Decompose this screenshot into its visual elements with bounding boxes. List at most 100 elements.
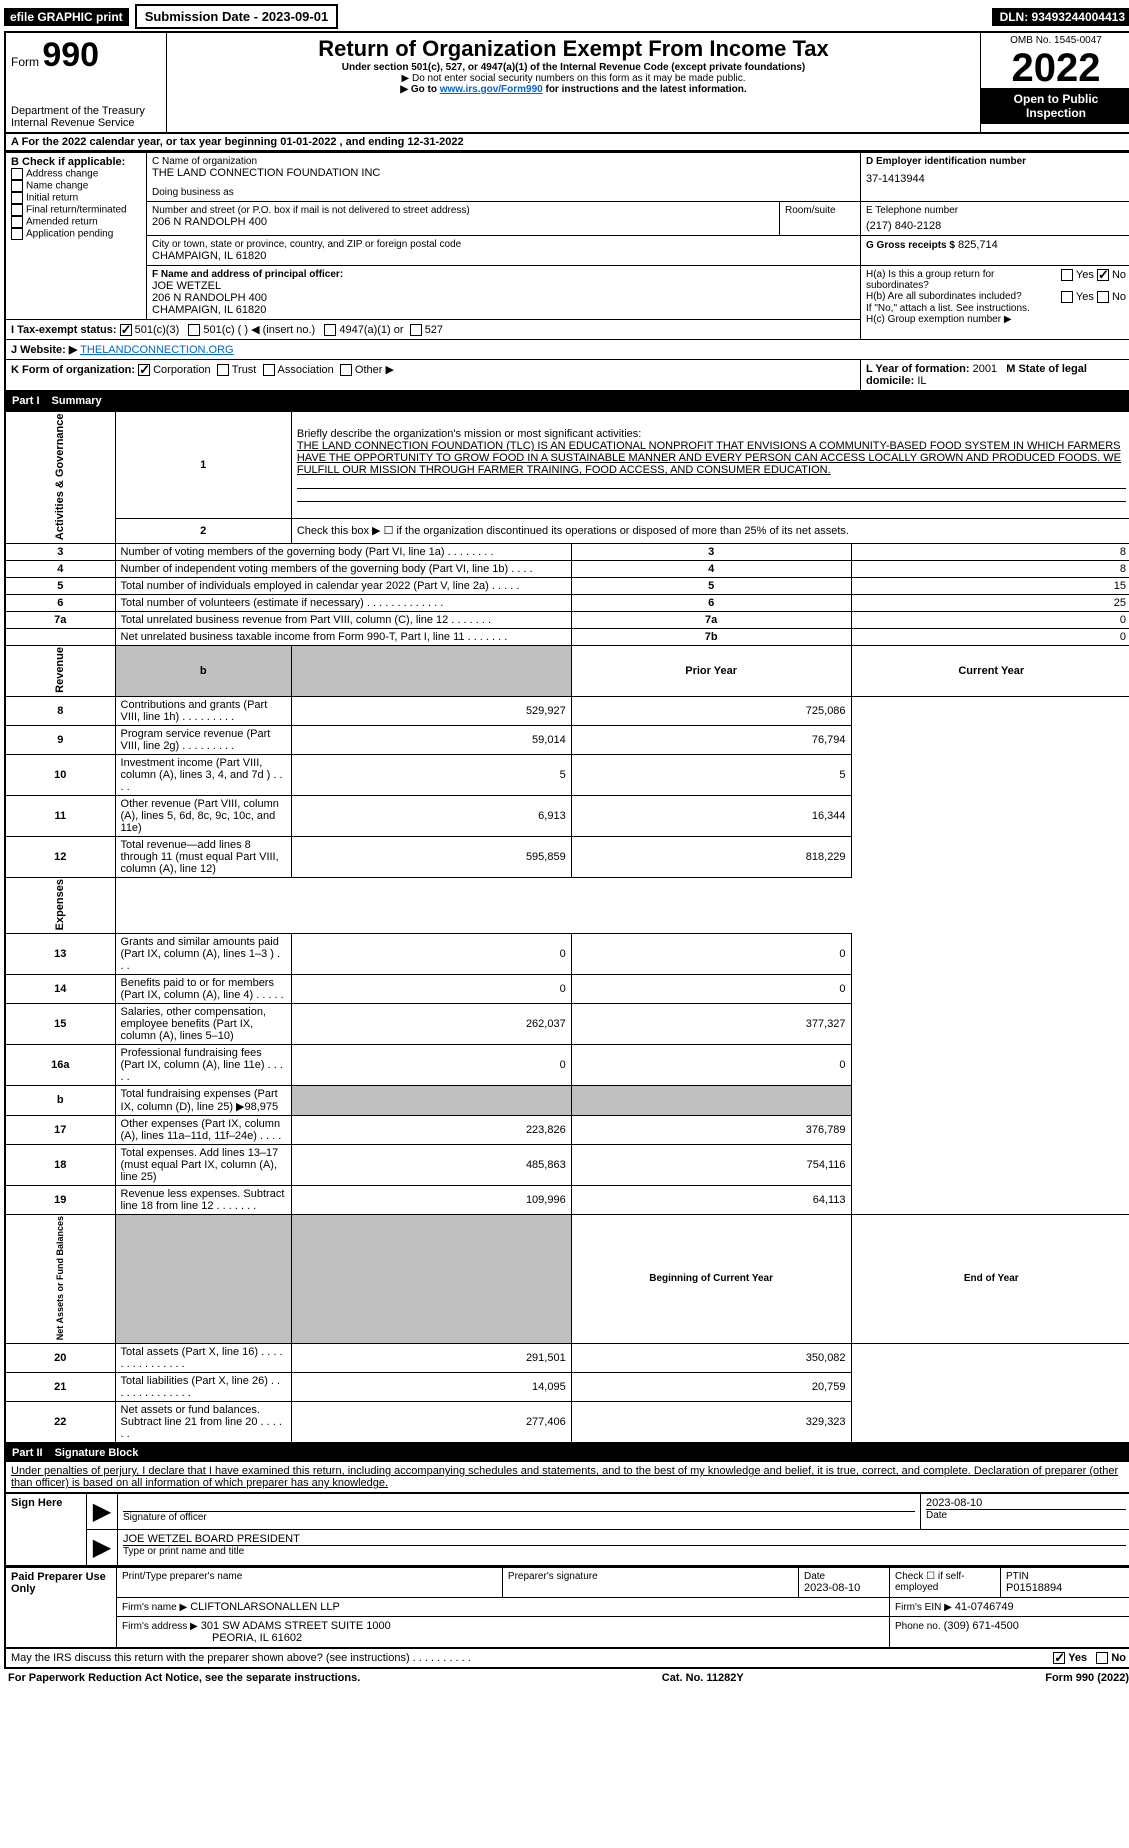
row-label: Total assets (Part X, line 16) . . . . .…: [115, 1344, 291, 1373]
yes-label: Yes: [1076, 291, 1094, 303]
row-label: Revenue less expenses. Subtract line 18 …: [115, 1185, 291, 1214]
room-label: Room/suite: [785, 205, 855, 216]
row-current: 0: [571, 933, 851, 974]
prep-name-cell: Print/Type preparer's name: [117, 1568, 503, 1598]
top-bar: efile GRAPHIC print Submission Date - 20…: [4, 4, 1129, 29]
table-row: bTotal fundraising expenses (Part IX, co…: [5, 1085, 1129, 1115]
ha-yes-checkbox[interactable]: [1061, 269, 1073, 281]
row-val: 15: [851, 577, 1129, 594]
l-val: 2001: [973, 363, 997, 375]
org-info-block: B Check if applicable: Address changeNam…: [4, 152, 1129, 392]
i-4947-checkbox[interactable]: [324, 324, 336, 336]
i-cell: I Tax-exempt status: 501(c)(3) 501(c) ( …: [5, 320, 861, 340]
row-num: 8: [5, 696, 115, 725]
row-num: 13: [5, 933, 115, 974]
summary-table: Activities & Governance 1 Briefly descri…: [4, 410, 1129, 1444]
e-label: E Telephone number: [866, 205, 1126, 216]
i-501c-checkbox[interactable]: [188, 324, 200, 336]
sign-here-label: Sign Here: [5, 1493, 87, 1566]
row-label: Other revenue (Part VIII, column (A), li…: [115, 795, 291, 836]
street-label: Number and street (or P.O. box if mail i…: [152, 205, 774, 216]
b-label: B Check if applicable:: [11, 156, 141, 168]
b-checkbox[interactable]: [11, 228, 23, 240]
i-o2: 501(c) ( ) ◀ (insert no.): [203, 324, 315, 336]
ha-no-checkbox[interactable]: [1097, 269, 1109, 281]
note-1: ▶ Do not enter social security numbers o…: [172, 73, 975, 84]
i-527-checkbox[interactable]: [410, 324, 422, 336]
table-row: 17Other expenses (Part IX, column (A), l…: [5, 1115, 1129, 1144]
i-501c3-checkbox[interactable]: [120, 324, 132, 336]
table-row: 4Number of independent voting members of…: [5, 560, 1129, 577]
prep-sig-label: Preparer's signature: [508, 1571, 793, 1582]
form-header: Form 990 Department of the Treasury Inte…: [4, 31, 1129, 134]
b-checkbox[interactable]: [11, 180, 23, 192]
sig-name: JOE WETZEL BOARD PRESIDENT: [123, 1533, 1126, 1545]
hdr-current: Current Year: [851, 645, 1129, 696]
row-num: 19: [5, 1185, 115, 1214]
city: CHAMPAIGN, IL 61820: [152, 250, 855, 262]
hb-yes-checkbox[interactable]: [1061, 291, 1073, 303]
row-current: 350,082: [571, 1344, 851, 1373]
k-o3: Association: [278, 364, 334, 376]
table-row: 10Investment income (Part VIII, column (…: [5, 754, 1129, 795]
row-current: 64,113: [571, 1185, 851, 1214]
prep-sig-cell: Preparer's signature: [502, 1568, 798, 1598]
k-trust-checkbox[interactable]: [217, 364, 229, 376]
discuss-yes-checkbox[interactable]: [1053, 1652, 1065, 1664]
row-current: [571, 1085, 851, 1115]
self-emp-label: Check ☐ if self-employed: [895, 1571, 995, 1593]
k-assoc-checkbox[interactable]: [263, 364, 275, 376]
website-link[interactable]: THELANDCONNECTION.ORG: [80, 344, 233, 356]
yes-label: Yes: [1076, 269, 1094, 281]
k-other-checkbox[interactable]: [340, 364, 352, 376]
arrow-icon: ▶: [87, 1493, 118, 1530]
b-checkbox[interactable]: [11, 168, 23, 180]
b-option: Application pending: [11, 228, 141, 240]
b-checkbox[interactable]: [11, 204, 23, 216]
sig-label: Signature of officer: [123, 1511, 915, 1523]
table-row: Net unrelated business taxable income fr…: [5, 628, 1129, 645]
row-prior: 14,095: [291, 1373, 571, 1402]
k-corp-checkbox[interactable]: [138, 364, 150, 376]
addr-label: Firm's address ▶: [122, 1621, 198, 1632]
table-row: 18Total expenses. Add lines 13–17 (must …: [5, 1144, 1129, 1185]
part1-subtitle: Summary: [52, 395, 102, 407]
row-current: 76,794: [571, 725, 851, 754]
firm-addr2: PEORIA, IL 61602: [212, 1632, 884, 1644]
row-num: 16a: [5, 1044, 115, 1085]
k-cell: K Form of organization: Corporation Trus…: [5, 360, 861, 392]
hb-label: H(b) Are all subordinates included?: [866, 291, 1022, 303]
discuss-no-checkbox[interactable]: [1096, 1652, 1108, 1664]
self-emp-cell: Check ☐ if self-employed: [890, 1568, 1001, 1598]
b-checkbox[interactable]: [11, 216, 23, 228]
b-checkbox[interactable]: [11, 192, 23, 204]
ein-val: 41-0746749: [955, 1601, 1014, 1613]
l-label: L Year of formation:: [866, 363, 970, 375]
table-row: 11Other revenue (Part VIII, column (A), …: [5, 795, 1129, 836]
row-label: Benefits paid to or for members (Part IX…: [115, 974, 291, 1003]
c-name-cell: C Name of organization THE LAND CONNECTI…: [147, 153, 861, 202]
hb-no-checkbox[interactable]: [1097, 291, 1109, 303]
row-prior: 0: [291, 974, 571, 1003]
ha-label: H(a) Is this a group return for subordin…: [866, 269, 1026, 291]
footer-left: For Paperwork Reduction Act Notice, see …: [8, 1672, 360, 1684]
row-label: Investment income (Part VIII, column (A)…: [115, 754, 291, 795]
paid-preparer-table: Paid Preparer Use Only Print/Type prepar…: [4, 1567, 1129, 1649]
form990-link[interactable]: www.irs.gov/Form990: [440, 84, 543, 95]
row-prior: 262,037: [291, 1003, 571, 1044]
hdr-b: b: [115, 645, 291, 696]
city-label: City or town, state or province, country…: [152, 239, 855, 250]
form-title: Return of Organization Exempt From Incom…: [172, 36, 975, 62]
row-current: 754,116: [571, 1144, 851, 1185]
k-o2: Trust: [232, 364, 257, 376]
table-row: 9Program service revenue (Part VIII, lin…: [5, 725, 1129, 754]
row-prior: 0: [291, 933, 571, 974]
note-2-post: for instructions and the latest informat…: [543, 84, 747, 95]
line2-text: Check this box ▶ ☐ if the organization d…: [291, 519, 1129, 543]
b-cell: B Check if applicable: Address changeNam…: [5, 153, 147, 320]
row-num: 12: [5, 836, 115, 877]
sig-date-cell: 2023-08-10 Date: [921, 1493, 1129, 1530]
firm-name-cell: Firm's name ▶ CLIFTONLARSONALLEN LLP: [117, 1598, 890, 1617]
form-number-cell: Form 990 Department of the Treasury Inte…: [5, 32, 167, 133]
street-cell: Number and street (or P.O. box if mail i…: [147, 202, 780, 236]
